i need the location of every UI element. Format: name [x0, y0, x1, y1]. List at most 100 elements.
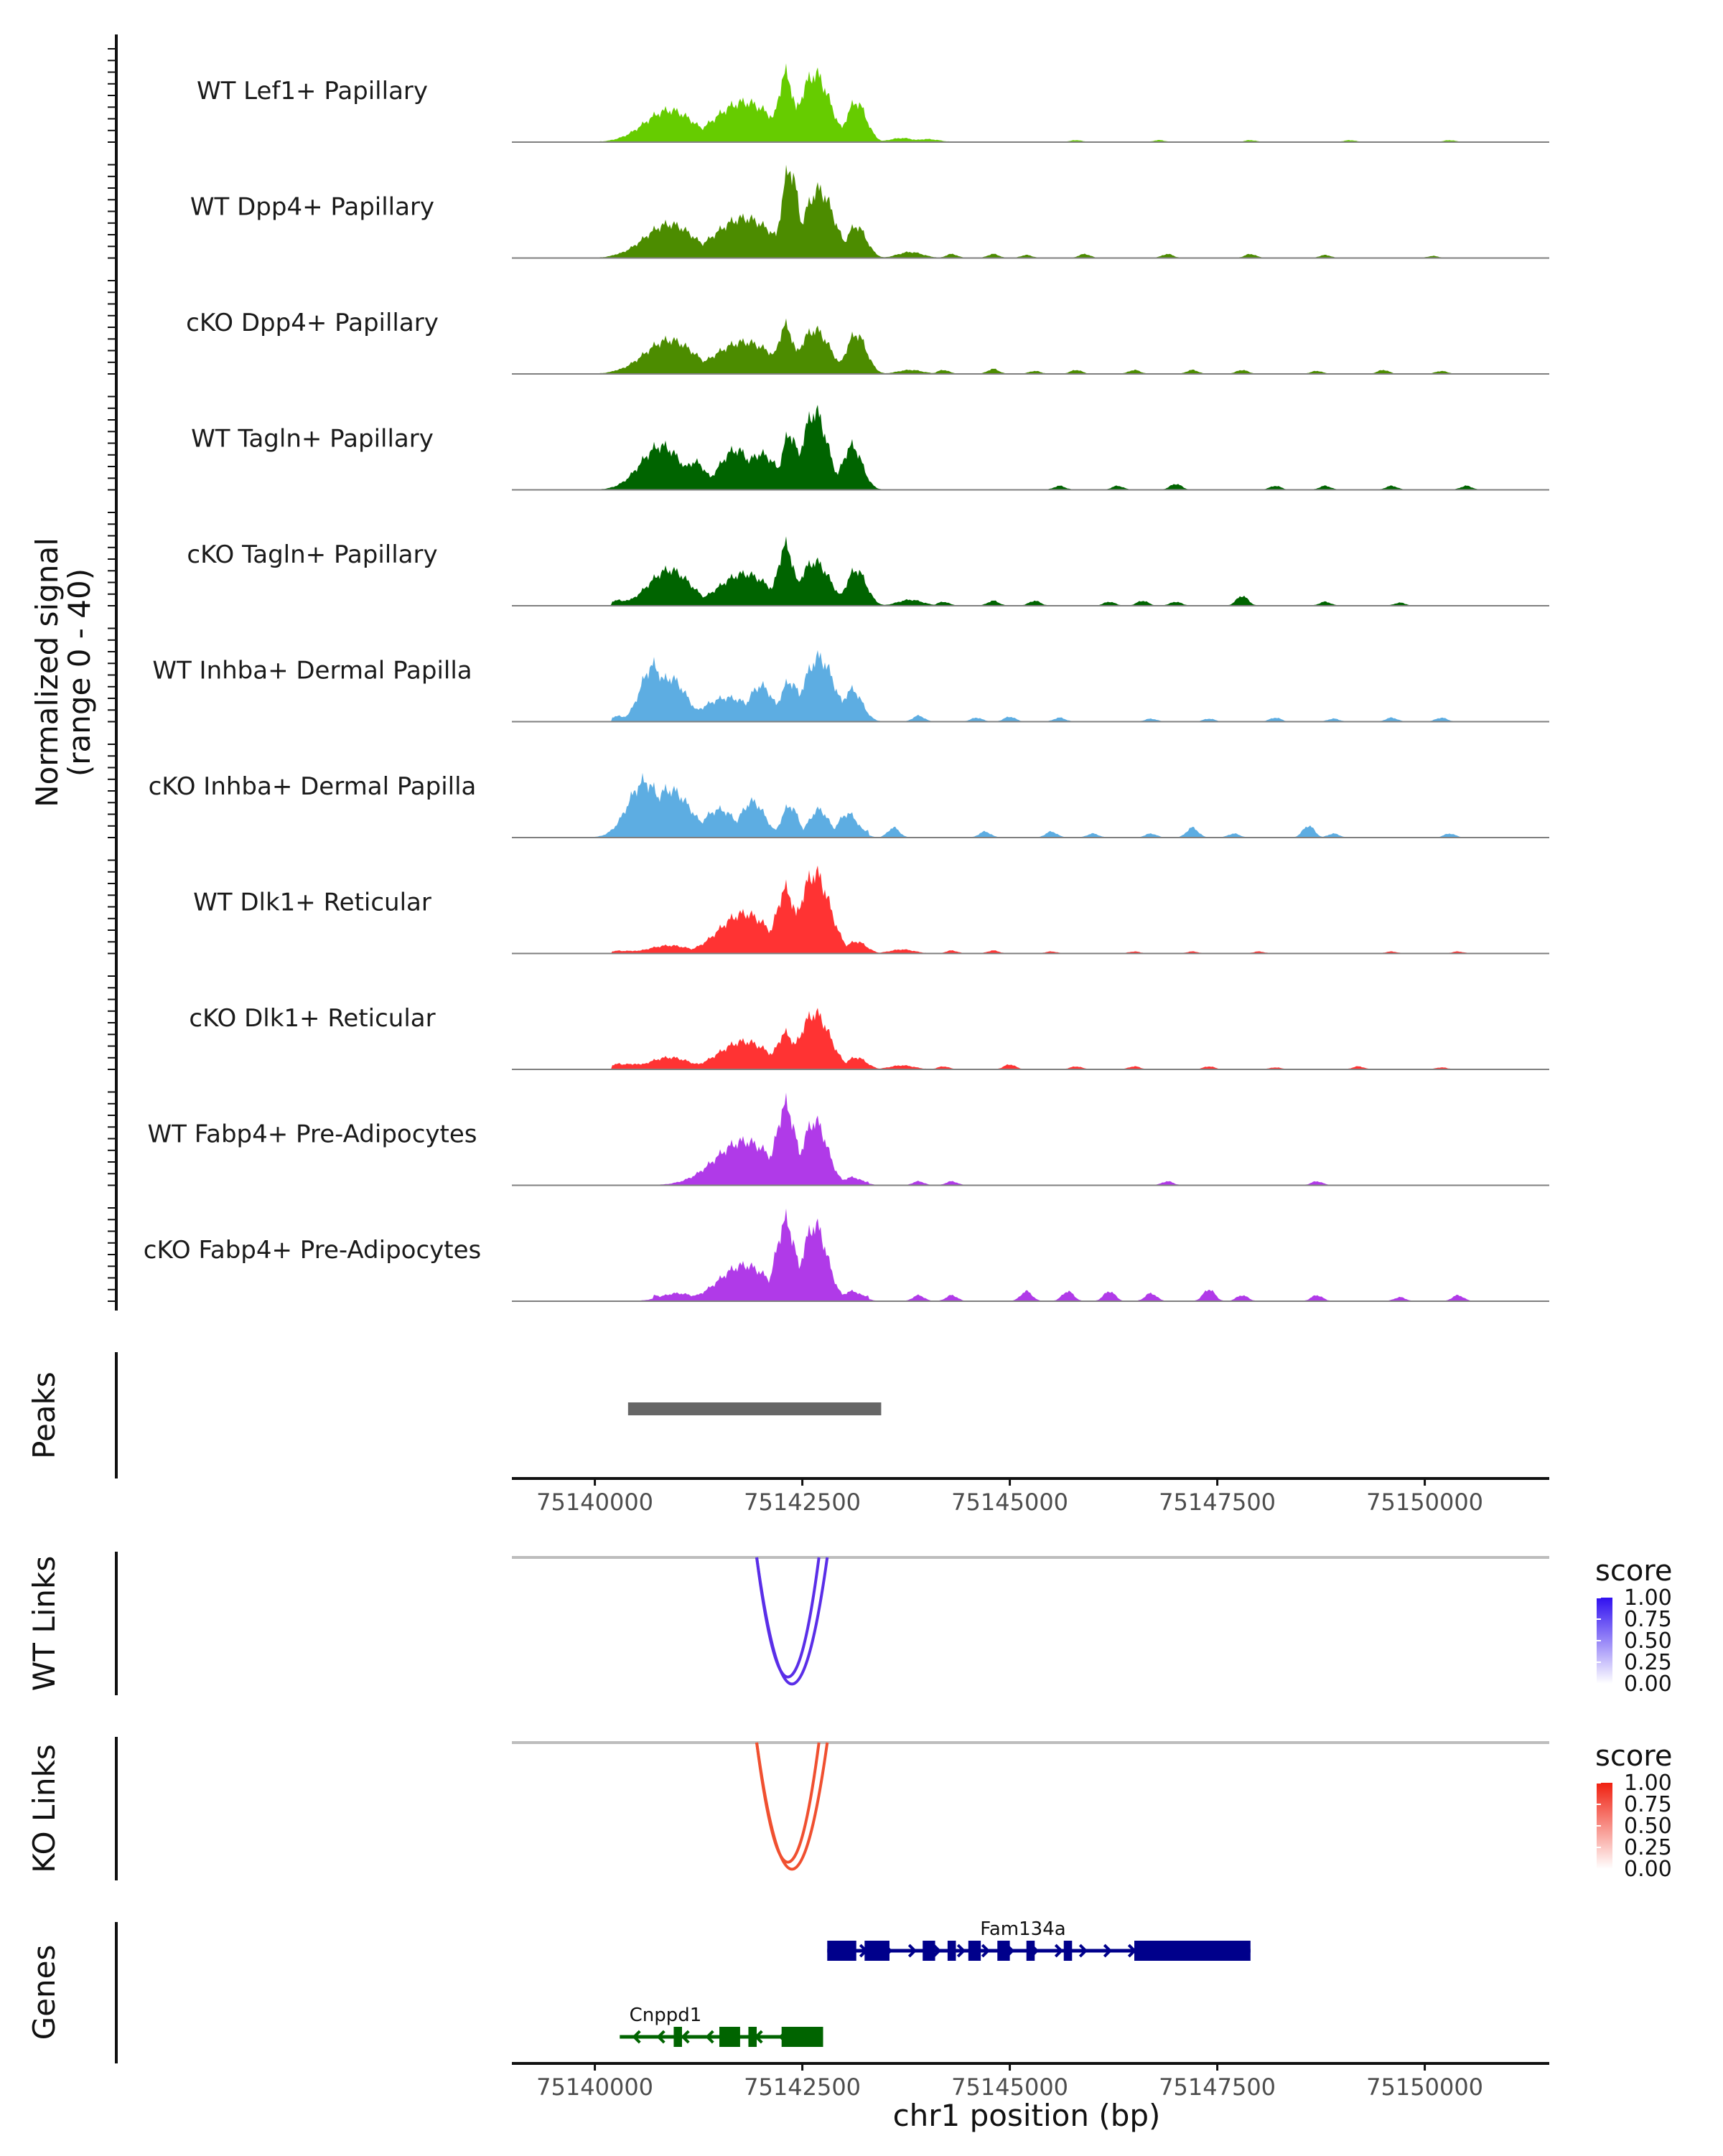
- legend-label: 0.25: [1624, 1835, 1672, 1860]
- coverage-area: [512, 405, 1549, 490]
- track-label: cKO Dpp4+ Papillary: [186, 309, 439, 337]
- legend-label: 0.50: [1624, 1814, 1672, 1839]
- strand-arrow: [1054, 1944, 1064, 1958]
- coverage-area: [512, 772, 1549, 838]
- coverage-tracks: WT Lef1+ Papillary WT Dpp4+ Papillary cKO …: [144, 63, 1549, 1302]
- track-4: cKO Tagln+ Papillary: [187, 536, 1549, 606]
- x-tick-label: 75150000: [1366, 1489, 1483, 1516]
- wt-score-legend: score 1.000.750.500.250.00: [1595, 1555, 1672, 1697]
- legend-label: 0.00: [1624, 1857, 1672, 1882]
- track-10: cKO Fabp4+ Pre-Adipocytes: [144, 1208, 1549, 1302]
- strand-arrow: [932, 1944, 942, 1958]
- strand-arrow: [656, 2030, 666, 2044]
- exon: [864, 1941, 889, 1961]
- peaks-intervals: [627, 1402, 882, 1415]
- gene-Cnppd1: Cnppd1: [620, 2005, 823, 2047]
- strand-arrow: [956, 1944, 966, 1958]
- exon: [968, 1941, 981, 1961]
- track-label: cKO Fabp4+ Pre-Adipocytes: [144, 1236, 482, 1265]
- track-label: cKO Inhba+ Dermal Papilla: [149, 772, 477, 801]
- link-arc: [755, 1742, 829, 1871]
- legend-label: 0.25: [1624, 1650, 1672, 1675]
- strand-arrow: [705, 2030, 714, 2044]
- track-6: cKO Inhba+ Dermal Papilla: [149, 772, 1549, 838]
- track-9: WT Fabp4+ Pre-Adipocytes: [148, 1092, 1549, 1186]
- genes-label: Genes: [27, 1945, 62, 2040]
- track-1: WT Dpp4+ Papillary: [190, 164, 1549, 259]
- exon: [1134, 1941, 1251, 1961]
- exon: [781, 2027, 823, 2047]
- track-3: WT Tagln+ Papillary: [191, 405, 1549, 491]
- track-8: cKO Dlk1+ Reticular: [189, 1004, 1549, 1070]
- strand-arrow: [1103, 1944, 1113, 1958]
- wt-links-arcs: [755, 1557, 829, 1686]
- exon: [719, 2027, 740, 2047]
- exon: [1063, 1941, 1073, 1961]
- wt-legend-title: score: [1595, 1555, 1672, 1588]
- x-tick-label: 75142500: [744, 2073, 861, 2101]
- track-7: WT Dlk1+ Reticular: [193, 866, 1549, 955]
- coverage-area: [512, 1208, 1549, 1301]
- x-tick-label: 75142500: [744, 1489, 861, 1516]
- strand-arrow: [907, 1944, 917, 1958]
- wt-legend-labels: 1.000.750.500.250.00: [1597, 1585, 1672, 1697]
- peaks-x-ticks: 75140000 75142500 75145000 75147500 75150000: [536, 1478, 1483, 1516]
- gene-Fam134a: Fam134a: [827, 1918, 1251, 1961]
- x-tick-label: 75140000: [536, 1489, 653, 1516]
- legend-label: 1.00: [1624, 1771, 1672, 1796]
- x-tick-label: 75145000: [951, 1489, 1068, 1516]
- coverage-area: [512, 164, 1549, 258]
- coverage-y-ticks: [108, 48, 116, 1302]
- legend-label: 0.50: [1624, 1628, 1672, 1654]
- exon: [947, 1941, 956, 1961]
- track-label: WT Dlk1+ Reticular: [193, 889, 431, 917]
- strand-arrow: [981, 1944, 991, 1958]
- strand-arrow: [681, 2030, 690, 2044]
- track-label: WT Fabp4+ Pre-Adipocytes: [148, 1120, 477, 1149]
- track-label: WT Dpp4+ Papillary: [190, 193, 434, 222]
- x-axis-title: chr1 position (bp): [893, 2098, 1161, 2133]
- exon: [748, 2027, 757, 2047]
- legend-label: 0.00: [1624, 1672, 1672, 1697]
- ko-legend-labels: 1.000.750.500.250.00: [1597, 1771, 1672, 1882]
- x-tick-label: 75147500: [1159, 1489, 1276, 1516]
- coverage-area: [512, 63, 1549, 142]
- gene-models: Fam134a Cnppd1: [620, 1918, 1251, 2047]
- link-arc: [755, 1557, 829, 1686]
- coverage-ylabel-line1: Normalized signal: [29, 538, 65, 807]
- coverage-area: [512, 650, 1549, 722]
- wt-links-label: WT Links: [27, 1556, 62, 1691]
- track-label: cKO Dlk1+ Reticular: [189, 1004, 435, 1033]
- exon: [923, 1941, 935, 1961]
- ko-links-arcs: [755, 1742, 829, 1871]
- legend-label: 1.00: [1624, 1585, 1672, 1611]
- exon: [827, 1941, 856, 1961]
- genes-x-ticks: 75140000 75142500 75145000 75147500 75150000: [536, 2063, 1483, 2101]
- x-tick-label: 75150000: [1366, 2073, 1483, 2101]
- track-label: cKO Tagln+ Papillary: [187, 540, 437, 569]
- coverage-area: [512, 1008, 1549, 1069]
- track-2: cKO Dpp4+ Papillary: [186, 309, 1549, 375]
- peak-interval: [627, 1402, 882, 1415]
- gene-name: Fam134a: [980, 1918, 1065, 1940]
- exon: [1026, 1941, 1035, 1961]
- ko-score-legend: score 1.000.750.500.250.00: [1595, 1740, 1672, 1882]
- x-tick-label: 75140000: [536, 2073, 653, 2101]
- ko-links-label: KO Links: [27, 1744, 62, 1873]
- strand-arrow: [1078, 1944, 1088, 1958]
- legend-label: 0.75: [1624, 1607, 1672, 1632]
- legend-label: 0.75: [1624, 1792, 1672, 1817]
- coverage-area: [512, 318, 1549, 374]
- peaks-label: Peaks: [27, 1372, 62, 1459]
- coverage-area: [512, 536, 1549, 606]
- track-0: WT Lef1+ Papillary: [197, 63, 1549, 143]
- x-tick-label: 75147500: [1159, 2073, 1276, 2101]
- strand-arrow: [632, 2030, 641, 2044]
- ko-legend-title: score: [1595, 1740, 1672, 1773]
- coverage-ylabel-line2: (range 0 - 40): [62, 568, 97, 777]
- exon: [673, 2027, 682, 2047]
- track-label: WT Lef1+ Papillary: [197, 77, 428, 106]
- x-tick-label: 75145000: [951, 2073, 1068, 2101]
- exon: [997, 1941, 1010, 1961]
